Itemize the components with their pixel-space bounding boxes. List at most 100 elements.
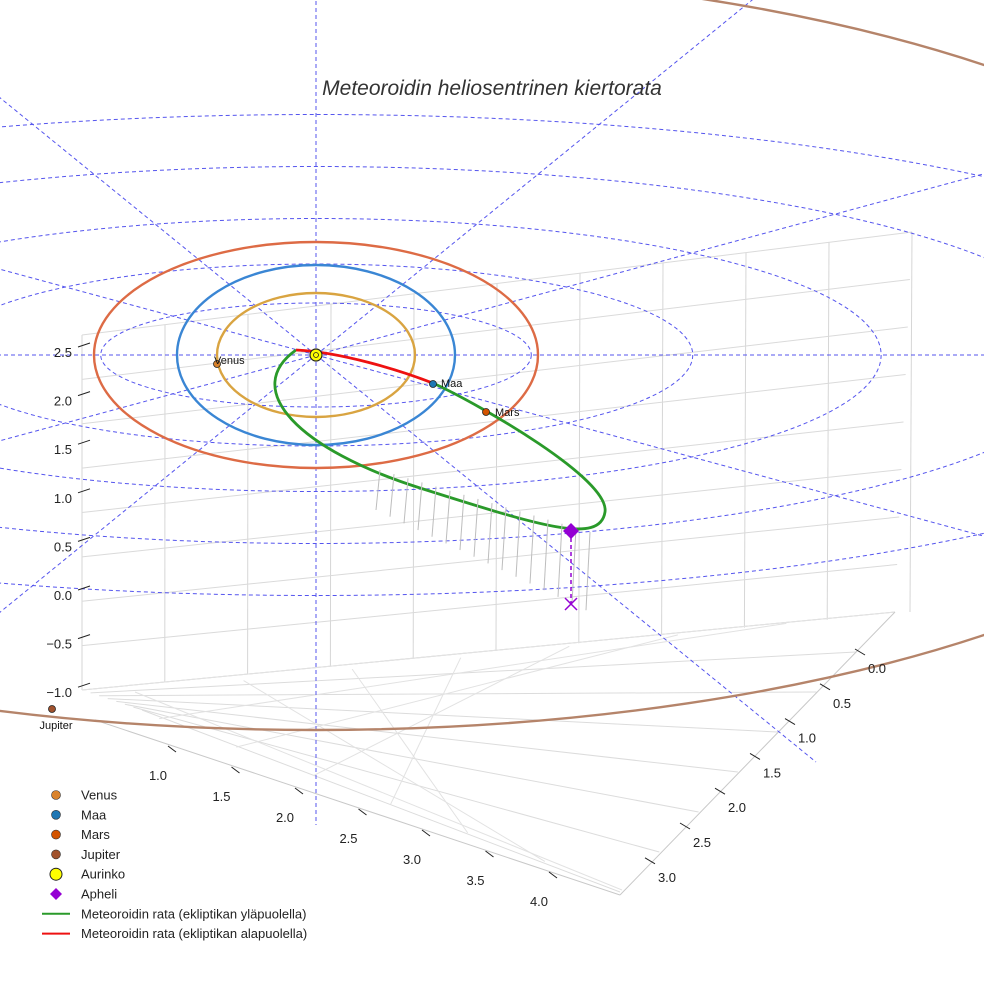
x-tick-label: 2.0 <box>276 810 294 825</box>
z-tick-mark <box>77 536 91 542</box>
y-tick-mark <box>819 683 831 691</box>
planet-label-mars: Mars <box>495 407 520 419</box>
planet-orbits <box>0 0 984 732</box>
floor-edge <box>94 719 621 896</box>
grid-line <box>81 231 913 336</box>
x-tick-label: 4.0 <box>530 894 548 909</box>
planet-marker-mars <box>482 408 490 416</box>
legend-label: Meteoroidin rata (ekliptikan yläpuolella… <box>81 906 306 921</box>
meteoroid-orbit-above <box>273 348 607 531</box>
polar-spoke <box>315 354 817 763</box>
orbit-maa <box>175 263 457 447</box>
pane-grid <box>81 231 913 896</box>
grid-line <box>90 651 856 694</box>
x-tick-label: 1.5 <box>212 789 230 804</box>
z-tick-mark <box>77 342 91 348</box>
x-tick-mark <box>167 745 177 753</box>
x-tick-label: 1.0 <box>149 768 167 783</box>
grid-line <box>116 700 738 773</box>
orbit-mars <box>92 240 540 470</box>
grid-line <box>909 231 913 613</box>
grid-line <box>81 611 896 691</box>
drop-line <box>459 494 465 551</box>
z-tick-label: −0.5 <box>46 637 72 652</box>
grid-line <box>107 698 778 733</box>
polar-spoke <box>315 173 984 356</box>
x-tick-mark <box>485 850 494 858</box>
y-tick-label: 3.0 <box>658 870 676 885</box>
drop-line <box>417 482 423 531</box>
drop-line <box>431 486 437 537</box>
drop-line <box>529 515 535 584</box>
polar-ring <box>0 166 984 544</box>
legend-marker <box>49 867 63 881</box>
axis-ticks: 2.5 2.0 1.5 1.0 0.5 0.0 −0.5 −1.0 1.0 1.5 2.0 2.5 3.… <box>46 342 886 909</box>
drop-line <box>375 469 381 511</box>
grid-line <box>133 706 660 853</box>
x-tick-mark <box>358 808 367 816</box>
y-tick-label: 1.5 <box>763 765 781 780</box>
y-tick-label: 2.5 <box>693 835 711 850</box>
legend-marker <box>51 829 61 840</box>
z-tick-label: 0.5 <box>54 539 72 554</box>
polar-spoke <box>0 354 317 442</box>
planet-label-maa: Maa <box>441 378 463 390</box>
z-tick-mark <box>77 585 91 591</box>
legend-label: Meteoroidin rata (ekliptikan alapuolella… <box>81 926 307 941</box>
legend-marker <box>51 790 61 800</box>
x-tick-label: 3.0 <box>403 852 421 867</box>
polar-spoke <box>315 354 984 537</box>
grid-line <box>81 326 908 425</box>
legend-label: Jupiter <box>81 847 121 862</box>
legend-label: Apheli <box>81 887 117 902</box>
polar-spoke <box>0 354 317 613</box>
z-tick-mark <box>77 634 91 640</box>
ecliptic-polar-grid <box>0 0 984 825</box>
floor-edge <box>619 611 896 896</box>
grid-line <box>81 516 900 602</box>
z-tick-label: 1.5 <box>54 442 72 457</box>
orbit-venus <box>215 291 417 419</box>
legend-label: Aurinko <box>81 867 125 882</box>
grid-line <box>159 622 787 720</box>
sun-marker <box>309 348 323 362</box>
aphelion-projection <box>564 597 578 611</box>
x-tick-mark <box>548 871 558 879</box>
y-tick-mark <box>784 718 796 726</box>
drop-line <box>571 527 577 604</box>
grid-line <box>81 279 910 380</box>
polar-spoke <box>315 0 753 356</box>
x-tick-mark <box>294 787 304 795</box>
planet-marker-venus <box>213 360 221 368</box>
y-tick-mark <box>749 752 761 760</box>
drop-line <box>445 490 451 544</box>
aphelion-marker <box>563 523 579 539</box>
grid-line <box>141 709 621 893</box>
z-tick-mark <box>77 488 91 494</box>
x-tick-mark <box>421 829 431 837</box>
y-tick-label: 1.0 <box>798 731 816 746</box>
planet-label-venus: Venus <box>214 355 245 367</box>
z-tick-label: 2.0 <box>54 394 72 409</box>
legend-marker <box>50 888 62 900</box>
z-tick-label: −1.0 <box>46 685 72 700</box>
grid-line <box>99 691 817 697</box>
grid-line <box>236 634 678 748</box>
planet-marker-maa <box>429 380 437 388</box>
y-tick-mark <box>854 648 866 656</box>
grid-line <box>134 691 623 891</box>
grid-line <box>81 564 898 647</box>
legend-marker <box>51 849 61 860</box>
z-tick-label: 2.5 <box>54 345 72 360</box>
drop-line <box>501 507 507 571</box>
planet-label-jupiter: Jupiter <box>39 720 72 732</box>
z-tick-mark <box>77 682 91 688</box>
sun-core <box>313 352 319 358</box>
grid-line <box>743 252 747 628</box>
x-tick-label: 2.5 <box>339 831 357 846</box>
legend-marker <box>51 809 61 820</box>
z-tick-mark <box>77 439 91 445</box>
orbit-jupiter <box>0 0 984 732</box>
drop-line <box>585 532 591 611</box>
